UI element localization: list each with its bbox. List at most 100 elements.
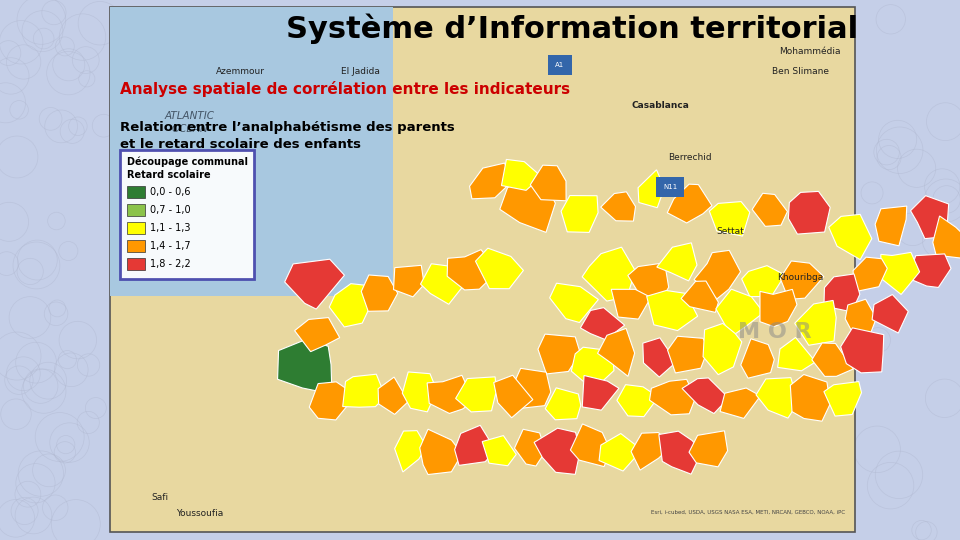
Text: 0,7 - 1,0: 0,7 - 1,0 <box>150 205 191 215</box>
Polygon shape <box>812 343 853 376</box>
Polygon shape <box>881 252 920 294</box>
Polygon shape <box>681 281 718 313</box>
Text: A1: A1 <box>556 62 564 68</box>
Polygon shape <box>824 274 860 312</box>
Polygon shape <box>550 283 598 322</box>
Polygon shape <box>515 429 545 466</box>
Text: Casablanca: Casablanca <box>631 100 689 110</box>
Polygon shape <box>780 261 824 299</box>
Polygon shape <box>571 347 614 384</box>
Polygon shape <box>361 275 397 311</box>
Polygon shape <box>872 294 908 333</box>
Polygon shape <box>876 206 907 246</box>
Polygon shape <box>420 429 462 475</box>
Polygon shape <box>530 165 566 201</box>
Polygon shape <box>378 377 408 414</box>
Polygon shape <box>647 291 698 330</box>
Polygon shape <box>667 184 712 223</box>
FancyBboxPatch shape <box>0 0 110 540</box>
Polygon shape <box>545 388 581 420</box>
Polygon shape <box>788 191 830 234</box>
FancyBboxPatch shape <box>120 150 254 279</box>
Polygon shape <box>628 263 669 308</box>
Text: 1,4 - 1,7: 1,4 - 1,7 <box>150 241 191 251</box>
Polygon shape <box>475 248 523 289</box>
Polygon shape <box>538 334 580 374</box>
Text: 1,1 - 1,3: 1,1 - 1,3 <box>150 223 190 233</box>
Polygon shape <box>493 375 533 418</box>
Polygon shape <box>760 289 797 327</box>
Polygon shape <box>638 170 664 208</box>
Polygon shape <box>631 433 673 470</box>
FancyBboxPatch shape <box>127 258 145 270</box>
Polygon shape <box>795 300 836 345</box>
Text: Analyse spatiale de corrélation entre les indicateurs: Analyse spatiale de corrélation entre le… <box>120 81 570 97</box>
Polygon shape <box>908 254 951 287</box>
Text: ATLANTIC
OCEAN: ATLANTIC OCEAN <box>165 111 215 134</box>
Polygon shape <box>583 375 619 410</box>
Polygon shape <box>285 259 345 309</box>
Polygon shape <box>343 374 386 407</box>
Polygon shape <box>845 299 876 333</box>
Text: 0,0 - 0,6: 0,0 - 0,6 <box>150 187 190 197</box>
FancyBboxPatch shape <box>127 222 145 234</box>
Polygon shape <box>720 388 760 418</box>
Polygon shape <box>534 428 580 474</box>
Polygon shape <box>395 430 426 472</box>
Polygon shape <box>561 195 598 232</box>
Polygon shape <box>447 249 497 290</box>
Polygon shape <box>427 375 473 414</box>
Polygon shape <box>742 266 785 296</box>
Text: Azemmour: Azemmour <box>215 68 265 77</box>
Polygon shape <box>694 251 740 299</box>
Polygon shape <box>570 424 611 467</box>
Text: Système d’Information territorial: Système d’Information territorial <box>286 14 858 44</box>
Polygon shape <box>582 247 636 301</box>
Polygon shape <box>643 338 676 377</box>
Text: Berrechid: Berrechid <box>668 152 711 161</box>
Text: Retard scolaire: Retard scolaire <box>127 170 210 180</box>
Text: Découpage communal: Découpage communal <box>127 157 248 167</box>
Polygon shape <box>778 338 816 371</box>
Polygon shape <box>455 426 495 465</box>
Polygon shape <box>709 201 750 236</box>
Polygon shape <box>420 264 463 305</box>
Polygon shape <box>910 195 948 239</box>
Polygon shape <box>309 382 356 420</box>
Polygon shape <box>277 339 332 394</box>
Polygon shape <box>824 381 861 416</box>
Text: El Jadida: El Jadida <box>341 68 379 77</box>
Polygon shape <box>456 377 496 412</box>
Polygon shape <box>682 378 729 414</box>
Polygon shape <box>612 289 651 319</box>
FancyBboxPatch shape <box>110 7 855 532</box>
Polygon shape <box>500 173 556 232</box>
Polygon shape <box>295 318 340 352</box>
Polygon shape <box>511 368 551 409</box>
Polygon shape <box>394 265 424 297</box>
Polygon shape <box>659 431 702 474</box>
Polygon shape <box>601 192 636 221</box>
Polygon shape <box>599 434 642 471</box>
Text: et le retard scolaire des enfants: et le retard scolaire des enfants <box>120 138 361 152</box>
Polygon shape <box>841 328 884 373</box>
FancyBboxPatch shape <box>127 240 145 252</box>
Polygon shape <box>756 377 798 418</box>
Polygon shape <box>753 193 787 226</box>
Polygon shape <box>650 379 695 415</box>
Text: Mohammédia: Mohammédia <box>780 48 841 57</box>
Polygon shape <box>828 214 872 260</box>
Text: Ben Slimane: Ben Slimane <box>772 68 828 77</box>
Polygon shape <box>501 159 541 190</box>
Polygon shape <box>469 163 512 199</box>
FancyBboxPatch shape <box>127 186 145 198</box>
Polygon shape <box>617 384 659 417</box>
Polygon shape <box>402 372 437 412</box>
Polygon shape <box>853 257 887 292</box>
Polygon shape <box>716 289 763 336</box>
Text: N11: N11 <box>662 184 677 190</box>
Polygon shape <box>581 308 625 340</box>
Text: Youssoufia: Youssoufia <box>177 510 224 518</box>
Text: 1,8 - 2,2: 1,8 - 2,2 <box>150 259 191 269</box>
Polygon shape <box>329 284 372 327</box>
